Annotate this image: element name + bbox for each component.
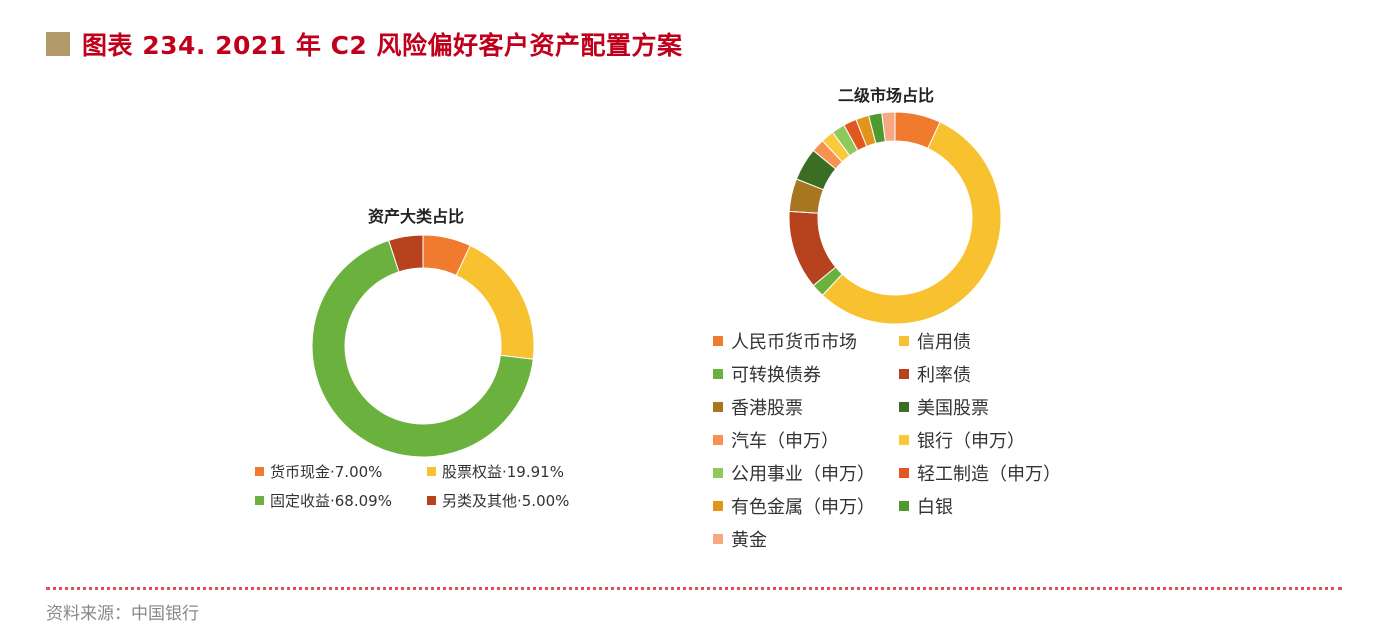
legend-label: 信用债 <box>917 331 971 353</box>
legend-label: 利率债 <box>917 364 971 386</box>
legend-swatch <box>713 368 723 379</box>
legend-label: 香港股票 <box>731 397 803 419</box>
figure-title: 图表 234. 2021 年 C2 风险偏好客户资产配置方案 <box>82 31 683 60</box>
legend-swatch <box>427 466 436 476</box>
secondary-market-legend: 人民币货币市场 信用债可转换债券 利率债香港股票 美国股票汽车（申万） 银行（申万） 公用… <box>713 327 1099 552</box>
legend-label: 有色金属（申万） <box>731 496 875 518</box>
legend-label: 固定收益·68.09% <box>270 491 392 510</box>
figure-header: 图表 234. 2021 年 C2 风险偏好客户资产配置方案 <box>46 26 683 62</box>
secondary-market-legend-item: 汽车（申万） <box>713 426 899 453</box>
secondary-market-legend-item: 黄金 <box>713 525 899 552</box>
legend-swatch <box>899 434 909 445</box>
asset-class-chart-title: 资产大类占比 <box>368 207 465 226</box>
secondary-market-donut-chart <box>788 111 1002 325</box>
secondary-market-chart-title: 二级市场占比 <box>838 86 935 105</box>
legend-swatch <box>899 401 909 412</box>
legend-label: 股票权益·19.91% <box>442 462 564 481</box>
legend-label: 可转换债券 <box>731 364 821 386</box>
secondary-market-legend-item: 公用事业（申万） <box>713 459 899 486</box>
asset-class-legend-item: 另类及其他·5.00% <box>427 489 617 511</box>
legend-swatch <box>899 335 909 346</box>
asset-class-slice-3 <box>311 239 534 458</box>
footer-divider <box>46 587 1342 590</box>
secondary-market-legend-item: 利率债 <box>899 360 1099 387</box>
asset-class-legend-item: 股票权益·19.91% <box>427 460 617 482</box>
legend-swatch <box>255 495 264 505</box>
legend-label: 另类及其他·5.00% <box>442 491 570 510</box>
legend-label: 轻工制造（申万） <box>917 463 1061 485</box>
legend-label: 银行（申万） <box>917 430 1025 452</box>
asset-class-legend: 货币现金·7.00% 股票权益·19.91% 固定收益·68.09% 另类及其他·5.… <box>255 460 617 511</box>
secondary-market-slice-2 <box>821 121 1002 325</box>
legend-label: 人民币货币市场 <box>731 331 857 353</box>
secondary-market-legend-item: 美国股票 <box>899 393 1099 420</box>
legend-swatch <box>899 467 909 478</box>
legend-swatch <box>255 466 264 476</box>
secondary-market-slice-13 <box>881 111 896 143</box>
legend-swatch <box>427 495 436 505</box>
legend-label: 白银 <box>917 496 953 518</box>
secondary-market-legend-item: 轻工制造（申万） <box>899 459 1099 486</box>
asset-class-donut-chart <box>311 234 535 458</box>
legend-label: 美国股票 <box>917 397 989 419</box>
legend-swatch <box>713 533 723 544</box>
legend-swatch <box>713 335 723 346</box>
legend-swatch <box>713 500 723 511</box>
secondary-market-legend-item: 可转换债券 <box>713 360 899 387</box>
legend-label: 黄金 <box>731 529 767 551</box>
legend-label: 货币现金·7.00% <box>270 462 383 481</box>
legend-swatch <box>713 434 723 445</box>
secondary-market-legend-item: 银行（申万） <box>899 426 1099 453</box>
asset-class-legend-item: 货币现金·7.00% <box>255 460 427 482</box>
secondary-market-legend-item: 信用债 <box>899 327 1099 354</box>
legend-swatch <box>713 401 723 412</box>
asset-class-slice-2 <box>455 244 535 360</box>
legend-swatch <box>899 500 909 511</box>
source-note: 资料来源：中国银行 <box>46 604 199 624</box>
header-marker-square <box>46 32 70 56</box>
secondary-market-legend-item: 白银 <box>899 492 1099 519</box>
legend-label: 汽车（申万） <box>731 430 839 452</box>
asset-class-slice-4 <box>388 234 424 273</box>
legend-label: 公用事业（申万） <box>731 463 875 485</box>
secondary-market-legend-item: 有色金属（申万） <box>713 492 899 519</box>
legend-swatch <box>713 467 723 478</box>
asset-class-legend-item: 固定收益·68.09% <box>255 489 427 511</box>
secondary-market-legend-item: 人民币货币市场 <box>713 327 899 354</box>
legend-swatch <box>899 368 909 379</box>
secondary-market-legend-item: 香港股票 <box>713 393 899 420</box>
